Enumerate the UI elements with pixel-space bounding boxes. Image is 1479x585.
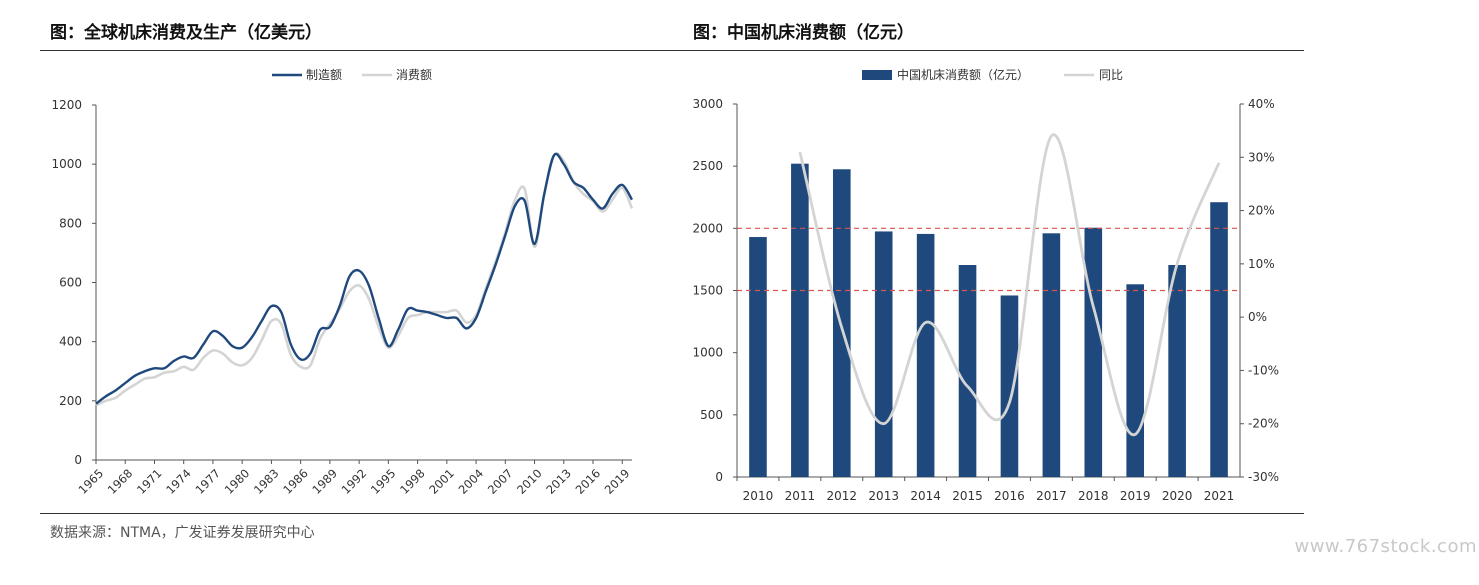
legend-label: 消费额 — [396, 68, 432, 82]
y-tick-label: 500 — [700, 408, 723, 422]
right-chart-title: 图：中国机床消费额（亿元） — [693, 23, 914, 43]
data-source-note: 数据来源：NTMA，广发证券发展研究中心 — [50, 525, 315, 541]
x-tick-label: 1998 — [397, 466, 428, 497]
bar-2018 — [1084, 227, 1103, 477]
x-tick-label: 1983 — [251, 466, 282, 497]
y2-tick-label: -10% — [1248, 363, 1279, 377]
y-tick-label: 1000 — [692, 346, 723, 360]
y-tick-label: 1500 — [692, 284, 723, 298]
bar-2021 — [1210, 202, 1228, 477]
x-tick-label: 1974 — [163, 466, 194, 497]
x-tick-label: 1965 — [76, 466, 107, 497]
x-tick-label: 1968 — [105, 466, 136, 497]
left-chart-title: 图：全球机床消费及生产（亿美元） — [50, 23, 322, 43]
bar-2010 — [749, 237, 767, 477]
x-tick-label: 1995 — [368, 466, 399, 497]
y-tick-label: 2500 — [692, 159, 723, 173]
x-tick-label: 2007 — [485, 466, 516, 497]
y-tick-label: 800 — [59, 216, 82, 230]
y2-tick-label: 30% — [1248, 150, 1275, 164]
x-tick-label: 2021 — [1204, 489, 1235, 503]
watermark: www.767stock.com — [1294, 536, 1477, 557]
y2-tick-label: -30% — [1248, 470, 1279, 484]
y-tick-label: 1000 — [51, 157, 82, 171]
x-tick-label: 2010 — [514, 466, 545, 497]
x-tick-label: 2016 — [994, 489, 1025, 503]
x-tick-label: 2015 — [952, 489, 983, 503]
legend-swatch-bar — [862, 70, 892, 80]
y-tick-label: 2000 — [692, 221, 723, 235]
x-tick-label: 1986 — [280, 466, 311, 497]
x-tick-label: 1971 — [134, 466, 165, 497]
bar-2011 — [791, 163, 809, 477]
bar-2013 — [874, 231, 893, 477]
y2-tick-label: 20% — [1248, 204, 1275, 218]
x-tick-label: 2013 — [543, 466, 574, 497]
x-tick-label: 2011 — [785, 489, 816, 503]
x-tick-label: 1989 — [309, 466, 340, 497]
series-line-manufacturing — [95, 152, 634, 405]
x-tick-label: 2016 — [573, 466, 604, 497]
bar-2017 — [1042, 233, 1061, 477]
series-line-yoy — [798, 133, 1221, 436]
x-tick-label: 2018 — [1078, 489, 1109, 503]
legend-label: 中国机床消费额（亿元） — [897, 67, 1029, 82]
x-tick-label: 1977 — [192, 466, 223, 497]
x-tick-label: 1980 — [222, 466, 253, 497]
x-tick-label: 2012 — [827, 489, 858, 503]
x-tick-label: 2019 — [1120, 489, 1151, 503]
x-tick-label: 2010 — [743, 489, 774, 503]
y-tick-label: 400 — [59, 335, 82, 349]
x-tick-label: 1992 — [339, 466, 370, 497]
top-divider — [40, 50, 1304, 51]
y-tick-label: 0 — [74, 453, 82, 467]
bar-2015 — [958, 265, 977, 477]
y-tick-label: 3000 — [692, 97, 723, 111]
legend-label: 同比 — [1099, 68, 1123, 82]
y-tick-label: 1200 — [51, 98, 82, 112]
y2-tick-label: 10% — [1248, 257, 1275, 271]
y-tick-label: 600 — [59, 276, 82, 290]
x-tick-label: 2017 — [1036, 489, 1067, 503]
bottom-divider — [40, 513, 1304, 514]
y-tick-label: 0 — [715, 470, 723, 484]
y-tick-label: 200 — [59, 394, 82, 408]
x-tick-label: 2020 — [1162, 489, 1193, 503]
y2-tick-label: -20% — [1248, 417, 1279, 431]
bar-2020 — [1168, 265, 1186, 477]
x-tick-label: 2013 — [868, 489, 899, 503]
y2-tick-label: 0% — [1248, 310, 1267, 324]
series-line-consumption — [95, 152, 634, 407]
x-tick-label: 2019 — [602, 466, 633, 497]
x-tick-label: 2001 — [426, 466, 457, 497]
bar-2016 — [1000, 295, 1019, 477]
x-tick-label: 2004 — [456, 466, 487, 497]
bar-2014 — [916, 233, 935, 477]
x-tick-label: 2014 — [910, 489, 941, 503]
china-machine-tool-bar-chart: 0 500 1000 1500 2000 2500 3000 -30% -20% -10% 0% 10… — [692, 67, 1279, 503]
global-machine-tool-line-chart: 0 200 400 600 800 1000 1200 1965196819711974197… — [51, 68, 634, 497]
legend-label: 制造额 — [306, 68, 342, 82]
y2-tick-label: 40% — [1248, 97, 1275, 111]
bar-2019 — [1126, 284, 1145, 477]
